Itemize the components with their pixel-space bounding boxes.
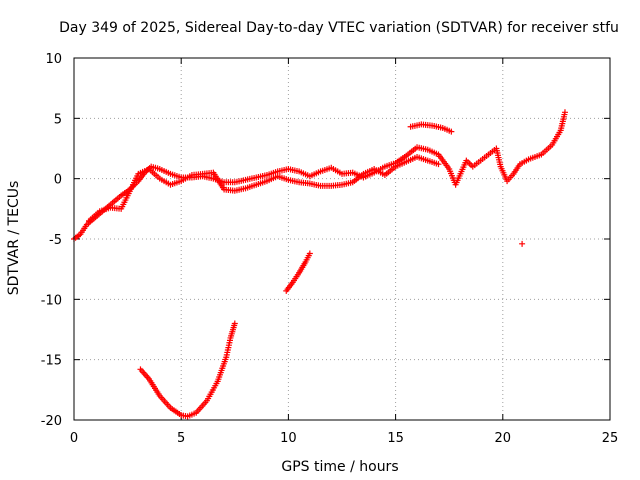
data-point	[448, 128, 455, 135]
data-point	[435, 161, 442, 168]
y-tick-label: 5	[54, 112, 62, 127]
x-axis-label: GPS time / hours	[281, 459, 398, 475]
plot-frame	[73, 57, 611, 421]
data-point	[306, 250, 313, 257]
data-point	[231, 320, 238, 327]
y-axis-label: SDTVAR / TECUs	[6, 181, 22, 296]
grid-lines	[74, 58, 610, 420]
y-tick-label: -5	[49, 233, 62, 248]
x-tick-label: 0	[70, 431, 78, 446]
x-tick-label: 5	[177, 431, 185, 446]
plot-points	[71, 109, 568, 420]
y-tick-label: -20	[41, 414, 62, 429]
axis-ticks: 0 5 10 15 20 25 -20 -15 -10 -5 0 5 10	[41, 52, 619, 446]
y-tick-label: 0	[54, 173, 62, 188]
chart-title: Day 349 of 2025, Sidereal Day-to-day VTE…	[59, 20, 619, 36]
x-tick-label: 25	[602, 431, 619, 446]
x-tick-label: 20	[495, 431, 512, 446]
data-point	[561, 109, 568, 116]
y-tick-label: 10	[45, 52, 62, 67]
x-tick-label: 10	[280, 431, 297, 446]
y-tick-label: -10	[41, 293, 62, 308]
y-tick-label: -15	[41, 354, 62, 369]
data-point	[519, 240, 526, 247]
x-tick-label: 15	[387, 431, 404, 446]
